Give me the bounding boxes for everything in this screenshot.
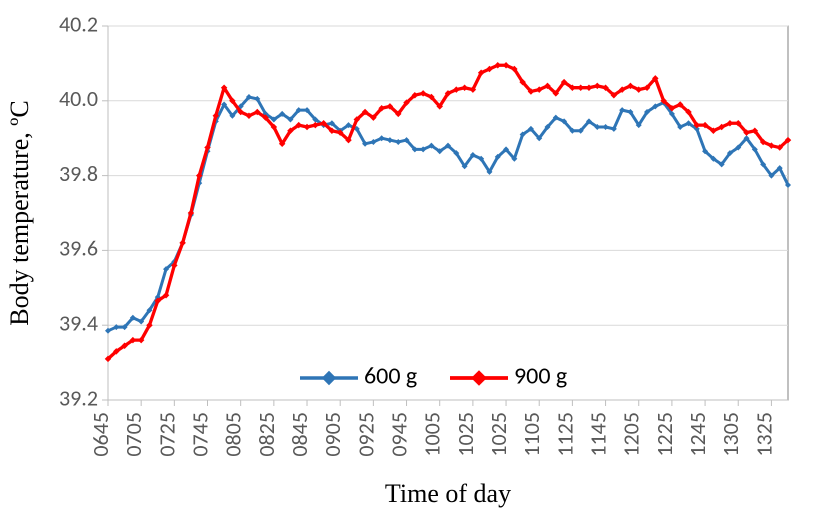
y-axis-title: Body temperature, ºC (5, 100, 34, 325)
svg-text:0645: 0645 (87, 412, 114, 457)
legend-label: 900 g (514, 362, 567, 391)
svg-text:39.4: 39.4 (59, 309, 98, 336)
svg-text:39.8: 39.8 (59, 160, 98, 187)
svg-text:1005: 1005 (419, 412, 446, 457)
svg-text:1205: 1205 (618, 412, 645, 457)
legend-label: 600 g (364, 362, 417, 391)
svg-text:0705: 0705 (120, 412, 147, 457)
svg-text:0825: 0825 (253, 412, 280, 457)
svg-text:39.2: 39.2 (59, 384, 98, 411)
svg-text:40.0: 40.0 (59, 85, 98, 112)
chart-container: 39.2 39.4 39.6 39.8 40.0 40.2 064507050725 0745… (0, 0, 820, 518)
svg-text:1025: 1025 (485, 412, 512, 457)
body-temperature-chart: 39.2 39.4 39.6 39.8 40.0 40.2 064507050725 0745… (0, 0, 820, 518)
svg-text:0805: 0805 (220, 412, 247, 457)
svg-text:0925: 0925 (352, 412, 379, 457)
svg-text:0945: 0945 (386, 412, 413, 457)
svg-text:0905: 0905 (319, 412, 346, 457)
svg-text:1145: 1145 (585, 412, 612, 457)
x-axis-title: Time of day (385, 479, 511, 508)
svg-text:0725: 0725 (153, 412, 180, 457)
svg-text:0845: 0845 (286, 412, 313, 457)
svg-text:0745: 0745 (187, 412, 214, 457)
svg-text:1305: 1305 (717, 412, 744, 457)
svg-text:1245: 1245 (684, 412, 711, 457)
svg-text:39.6: 39.6 (59, 235, 98, 262)
svg-text:40.2: 40.2 (59, 10, 98, 37)
svg-text:1125: 1125 (551, 412, 578, 457)
svg-text:1325: 1325 (750, 412, 777, 457)
svg-text:1225: 1225 (651, 412, 678, 457)
svg-text:1105: 1105 (518, 412, 545, 457)
svg-text:1025: 1025 (452, 412, 479, 457)
